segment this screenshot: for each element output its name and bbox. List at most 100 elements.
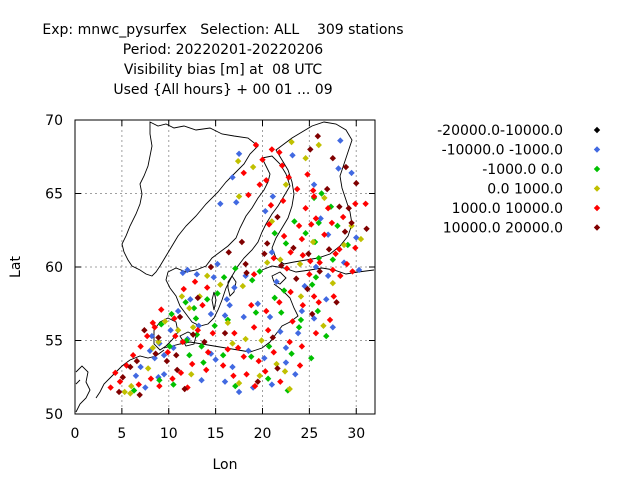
data-point bbox=[324, 231, 332, 238]
data-point bbox=[243, 269, 250, 277]
data-point bbox=[263, 307, 270, 315]
data-point bbox=[224, 319, 232, 327]
data-point bbox=[333, 299, 340, 306]
data-point bbox=[264, 375, 272, 382]
data-point bbox=[194, 327, 202, 334]
data-point bbox=[259, 156, 266, 163]
data-point bbox=[147, 375, 155, 382]
data-point bbox=[248, 353, 255, 360]
data-point bbox=[283, 265, 291, 272]
data-point bbox=[282, 181, 290, 188]
data-point bbox=[276, 149, 283, 156]
data-point bbox=[203, 296, 211, 303]
data-point bbox=[229, 340, 236, 347]
data-point bbox=[183, 337, 190, 344]
data-point bbox=[357, 235, 365, 243]
legend-marker bbox=[593, 146, 601, 153]
data-point bbox=[245, 191, 252, 199]
data-point bbox=[173, 352, 180, 359]
data-point bbox=[293, 275, 300, 282]
data-point bbox=[188, 371, 195, 378]
data-point bbox=[344, 241, 352, 249]
data-point bbox=[286, 385, 293, 393]
scandinavia-coastline bbox=[121, 121, 291, 327]
y-tick-label: 60 bbox=[45, 260, 63, 276]
data-point bbox=[151, 324, 158, 331]
data-point bbox=[265, 343, 273, 350]
gotland-island bbox=[227, 275, 237, 297]
data-point bbox=[312, 263, 320, 271]
data-point bbox=[308, 310, 316, 318]
data-point bbox=[278, 162, 286, 169]
data-point bbox=[329, 279, 337, 287]
data-point bbox=[196, 293, 203, 300]
data-point bbox=[239, 282, 247, 290]
data-point bbox=[343, 260, 351, 268]
data-point bbox=[225, 249, 232, 256]
data-point bbox=[297, 293, 305, 300]
data-point bbox=[353, 234, 360, 241]
data-point bbox=[127, 390, 134, 397]
data-point bbox=[280, 232, 288, 240]
data-point bbox=[329, 256, 337, 263]
data-point bbox=[240, 169, 247, 177]
data-point bbox=[329, 324, 337, 331]
data-point bbox=[143, 332, 151, 340]
data-point bbox=[174, 327, 182, 334]
data-point bbox=[252, 141, 260, 149]
data-point bbox=[265, 221, 273, 228]
legend-label: 1000.0 10000.0 bbox=[452, 201, 563, 217]
data-point bbox=[352, 244, 359, 252]
data-point bbox=[207, 350, 215, 357]
data-point bbox=[274, 365, 281, 372]
data-point bbox=[325, 246, 333, 253]
data-point bbox=[279, 197, 287, 205]
data-point bbox=[164, 349, 172, 356]
title-line-hours: Used {All hours} + 00 01 ... 09 bbox=[113, 82, 333, 98]
data-point bbox=[169, 375, 176, 382]
data-point bbox=[268, 381, 276, 388]
data-point bbox=[160, 352, 168, 359]
data-point bbox=[254, 378, 262, 385]
data-point bbox=[348, 219, 355, 227]
data-point bbox=[178, 293, 186, 300]
data-point bbox=[234, 344, 242, 352]
data-point bbox=[288, 138, 295, 146]
title-line-period: Period: 20220201-20220206 bbox=[122, 42, 324, 58]
data-point bbox=[170, 344, 177, 352]
data-point bbox=[280, 287, 288, 294]
data-point bbox=[252, 309, 260, 316]
data-point bbox=[123, 362, 130, 369]
x-axis-label: Lon bbox=[213, 457, 238, 473]
data-point bbox=[304, 171, 311, 178]
data-point bbox=[133, 357, 141, 365]
data-point bbox=[337, 272, 344, 280]
data-point bbox=[160, 371, 168, 378]
data-point bbox=[295, 324, 303, 331]
legend-label: -10000.0 -1000.0 bbox=[442, 143, 563, 159]
data-point bbox=[316, 268, 323, 275]
data-point bbox=[250, 271, 258, 278]
data-point bbox=[119, 374, 127, 381]
data-point bbox=[256, 181, 263, 188]
data-point bbox=[201, 338, 208, 346]
data-point bbox=[198, 343, 205, 350]
data-point bbox=[235, 388, 243, 396]
data-point bbox=[271, 229, 278, 237]
data-point bbox=[141, 327, 148, 334]
data-point bbox=[258, 337, 265, 344]
data-point bbox=[296, 260, 304, 268]
data-point bbox=[329, 266, 337, 274]
data-point bbox=[286, 338, 293, 346]
data-point bbox=[341, 228, 349, 235]
data-point bbox=[127, 363, 134, 371]
data-point bbox=[298, 307, 306, 315]
x-tick-label: 30 bbox=[347, 426, 365, 442]
data-point bbox=[312, 274, 320, 281]
data-point bbox=[294, 329, 302, 337]
data-point bbox=[305, 250, 312, 257]
data-point bbox=[321, 231, 328, 238]
data-point bbox=[268, 249, 276, 256]
data-point bbox=[336, 246, 343, 253]
data-point bbox=[152, 350, 159, 357]
